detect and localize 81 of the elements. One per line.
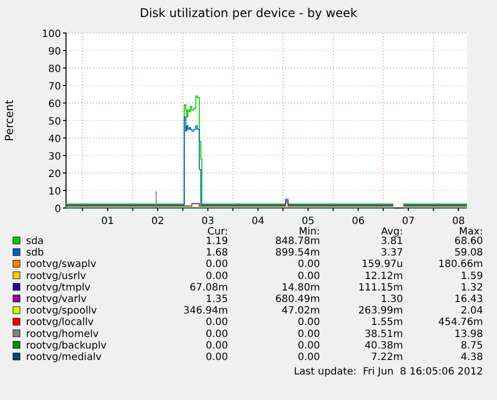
text: 111.15m	[358, 282, 403, 294]
text: 0.00	[206, 259, 228, 270]
x-tick-label: 08	[452, 216, 465, 227]
text: 3.81	[380, 236, 403, 247]
text: 1.35	[206, 294, 228, 305]
text: 16.43	[454, 294, 483, 305]
legend-label: rootvg/swaplv	[26, 259, 96, 270]
text: 0.00	[206, 328, 228, 340]
text: 2.04	[460, 306, 483, 317]
text: 40.38m	[364, 340, 403, 352]
text: 1.19	[206, 236, 228, 247]
legend-label: rootvg/spoollv	[26, 306, 98, 317]
legend-label: sdb	[26, 248, 44, 259]
y-tick-label: 20	[48, 169, 61, 180]
legend-label: sda	[26, 236, 44, 247]
text: 7.22m	[370, 352, 403, 363]
text: 0.00	[298, 270, 320, 282]
y-tick-label: 10	[48, 186, 61, 198]
text: 0.00	[298, 328, 320, 340]
text: 4.38	[460, 352, 483, 363]
text: 38.51m	[364, 328, 403, 340]
legend-label: rootvg/locallv	[26, 317, 94, 328]
y-tick-label: 0	[54, 204, 61, 215]
y-tick-label: 30	[48, 152, 61, 162]
text: Avg:	[381, 226, 403, 238]
text: Last update: Fri Jun 8 16:05:06 2012	[294, 366, 483, 378]
legend-label: rootvg/medialv	[26, 352, 102, 363]
legend-label: rootvg/varlv	[26, 294, 87, 305]
text: 12.12m	[364, 270, 403, 282]
y-axis-title: Percent	[3, 99, 16, 142]
y-tick-label: 90	[48, 46, 61, 58]
text: 59.08	[454, 248, 483, 259]
text: Max:	[458, 226, 483, 238]
text: 0.00	[298, 259, 320, 270]
text: Cur:	[207, 226, 228, 238]
x-tick-label: 05	[302, 216, 314, 227]
y-tick-label: 100	[42, 29, 61, 40]
x-tick-label: 04	[252, 216, 264, 227]
x-tick-label: 06	[352, 216, 365, 227]
chart-title: Disk utilization per device - by week	[140, 6, 358, 20]
text: 180.66m	[438, 259, 483, 270]
text: 1.55m	[370, 317, 403, 328]
text: 0.00	[206, 340, 228, 352]
text: 47.02m	[282, 306, 320, 317]
y-tick-label: 50	[48, 116, 61, 128]
text: 0.00	[206, 352, 228, 363]
text: 1.59	[460, 270, 483, 282]
x-tick-label: 03	[201, 216, 214, 227]
text: 14.80m	[282, 282, 320, 294]
text: 0.00	[206, 270, 228, 282]
text: 1.68	[206, 248, 228, 259]
text: 848.78m	[275, 236, 320, 247]
text: 263.99m	[358, 306, 403, 317]
legend-label: rootvg/tmplv	[26, 282, 90, 294]
text: Min:	[298, 226, 320, 238]
y-tick-label: 60	[48, 99, 61, 110]
text: 8.75	[460, 340, 483, 352]
text: 346.94m	[183, 306, 228, 317]
y-tick-label: 80	[48, 64, 61, 75]
y-tick-label: 70	[48, 82, 61, 92]
text: 3.37	[380, 248, 403, 259]
text: 1.32	[460, 282, 483, 294]
text: 13.98	[454, 328, 483, 340]
text: 1.30	[380, 294, 403, 305]
x-tick-label: 07	[402, 216, 415, 227]
text: 454.76m	[438, 317, 483, 328]
x-tick-label: 02	[151, 216, 164, 227]
legend-label: rootvg/homelv	[26, 328, 99, 340]
text: 0.00	[298, 352, 320, 363]
text: 159.97u	[362, 259, 403, 270]
legend-label: rootvg/backuplv	[26, 340, 107, 352]
legend-label: rootvg/usrlv	[26, 270, 86, 282]
text: 680.49m	[275, 294, 320, 305]
y-tick-label: 40	[48, 134, 61, 145]
text: 0.00	[298, 340, 320, 352]
text: 68.60	[454, 236, 483, 247]
x-tick-label: 01	[101, 216, 114, 227]
text: 0.00	[206, 317, 228, 328]
text: 0.00	[298, 317, 320, 328]
text: 899.54m	[275, 248, 320, 259]
text: 67.08m	[190, 282, 228, 294]
